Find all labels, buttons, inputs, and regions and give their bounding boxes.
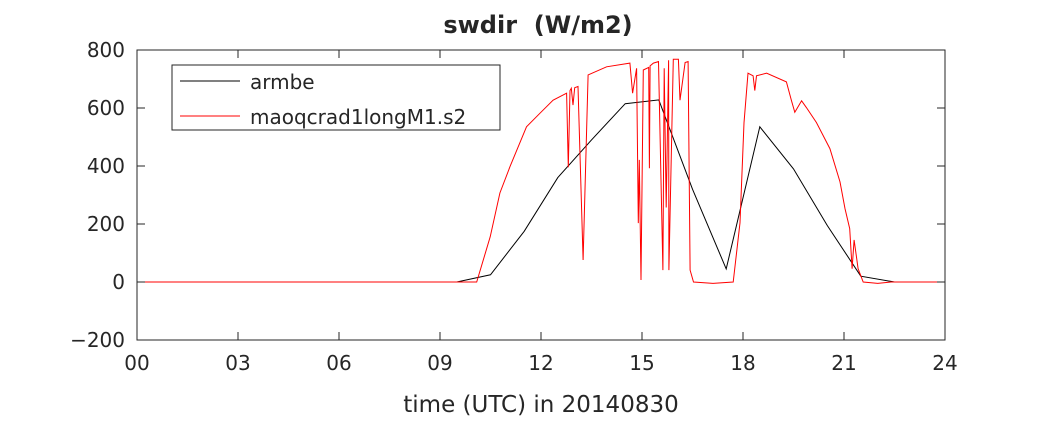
- legend-box: [171, 64, 501, 131]
- y-tick-label: −200: [70, 328, 125, 352]
- y-tick-label: 200: [87, 212, 125, 236]
- legend: armbe maoqcrad1longM1.s2: [171, 64, 501, 131]
- series-line-1: [137, 58, 945, 284]
- legend-label-armbe: armbe: [250, 70, 315, 94]
- chart-title: swdir (W/m2): [443, 11, 632, 39]
- legend-label-maoqcrad: maoqcrad1longM1.s2: [250, 105, 466, 129]
- y-tick-label: 400: [87, 154, 125, 178]
- x-tick-label: 18: [730, 351, 755, 375]
- x-tick-label: 21: [831, 351, 856, 375]
- x-tick-label: 00: [124, 351, 149, 375]
- x-tick-label: 03: [225, 351, 250, 375]
- y-tick-label: 800: [87, 38, 125, 62]
- x-tick-label: 09: [427, 351, 452, 375]
- x-tick-label: 12: [528, 351, 553, 375]
- y-tick-label: 600: [87, 96, 125, 120]
- x-tick-label: 24: [932, 351, 957, 375]
- x-axis-label: time (UTC) in 20140830: [403, 392, 678, 417]
- x-tick-label: 06: [326, 351, 351, 375]
- x-tick-label: 15: [629, 351, 654, 375]
- y-tick-label: 0: [112, 270, 125, 294]
- series-line-0: [137, 99, 945, 283]
